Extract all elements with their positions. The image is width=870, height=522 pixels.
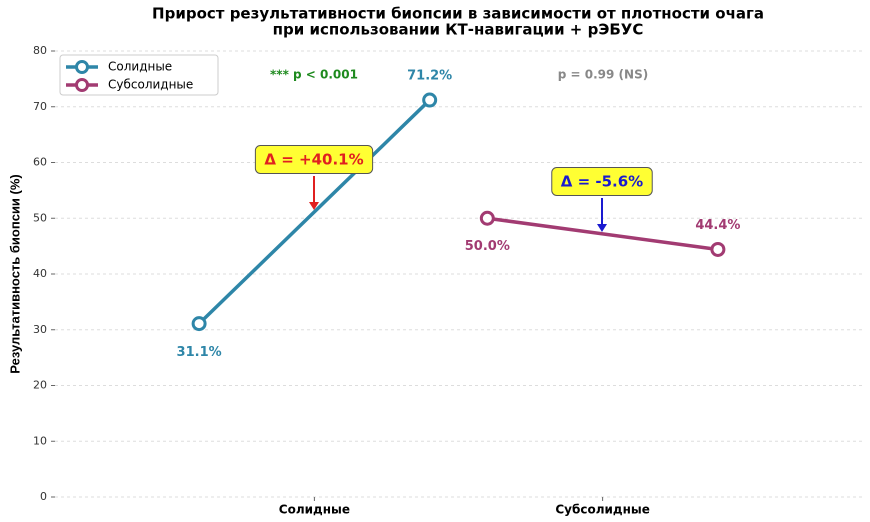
y-tick-label: 0: [40, 490, 47, 503]
x-tick-label: Солидные: [279, 503, 350, 517]
point: [710, 241, 726, 257]
series-line: [487, 216, 719, 252]
annotation-box: [551, 167, 653, 196]
p-value: *** p < 0.001: [270, 68, 358, 82]
y-tick-label: 20: [33, 379, 47, 392]
series-line: [197, 98, 431, 325]
x-tick-label: Субсолидные: [555, 503, 650, 517]
p-value: p = 0.99 (NS): [558, 68, 648, 82]
chart-title: при использовании КТ-навигации + рЭБУС: [273, 21, 644, 39]
arrow-head: [309, 202, 319, 210]
y-tick-label: 80: [33, 44, 47, 57]
y-tick-label: 10: [33, 434, 47, 447]
delta-annotation: Δ = +40.1%: [264, 151, 363, 169]
annotation-box: [254, 145, 374, 174]
arrow-head: [597, 224, 607, 232]
y-tick-label: 60: [33, 156, 47, 169]
y-tick-label: 50: [33, 211, 47, 224]
legend-marker: [75, 78, 89, 92]
chart-title: Прирост результативности биопсии в завис…: [152, 5, 764, 23]
delta-annotation: Δ = -5.6%: [561, 173, 643, 191]
point: [479, 210, 495, 226]
legend-box: [59, 54, 219, 96]
value-label: 44.4%: [695, 218, 740, 233]
y-tick-label: 40: [33, 267, 47, 280]
point: [191, 316, 207, 332]
legend-label: Солидные: [108, 60, 172, 74]
y-tick-label: 70: [33, 100, 47, 113]
legend-marker: [75, 60, 89, 74]
y-tick-label: 30: [33, 323, 47, 336]
legend-label: Субсолидные: [108, 78, 193, 92]
value-label: 31.1%: [177, 345, 222, 360]
y-axis-label: Результативность биопсии (%): [7, 174, 22, 374]
value-label: 50.0%: [465, 239, 510, 254]
point: [422, 92, 438, 108]
value-label: 71.2%: [407, 69, 452, 84]
